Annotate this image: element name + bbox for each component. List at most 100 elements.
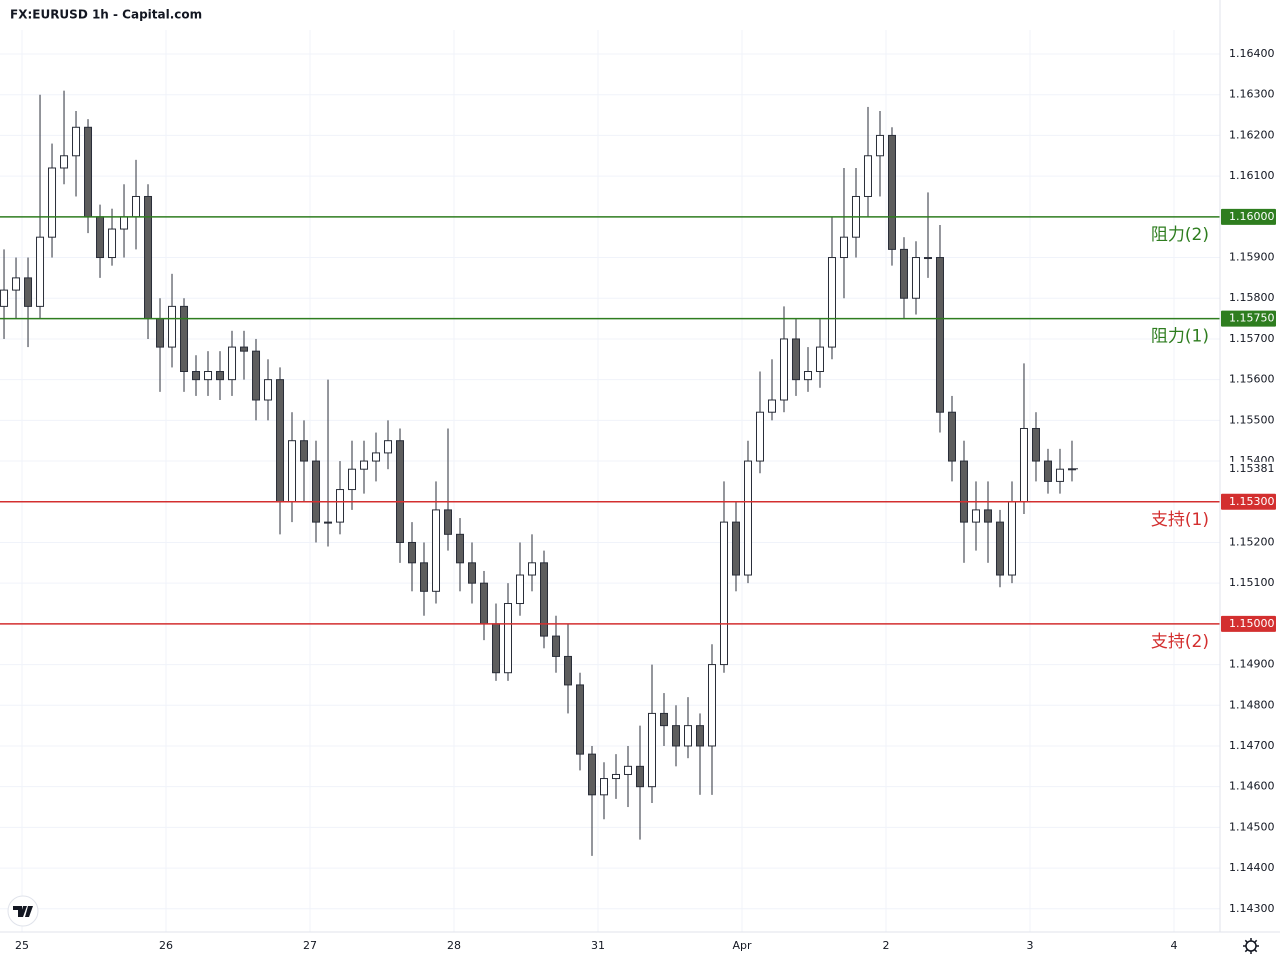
candle-body xyxy=(12,277,21,291)
level-name: 阻力(2) xyxy=(1151,225,1209,245)
x-tick-label: 28 xyxy=(447,939,461,952)
candle-body xyxy=(983,509,992,523)
y-tick-label: 1.15500 xyxy=(1229,413,1275,426)
candle-body xyxy=(240,346,249,352)
level-tag-label: 1.15000 xyxy=(1229,617,1275,630)
candle-body xyxy=(516,574,525,605)
level-name: 支持(1) xyxy=(1151,510,1209,530)
candle-body xyxy=(156,318,165,348)
candle-body xyxy=(480,582,489,625)
y-tick-label: 1.14400 xyxy=(1229,861,1275,874)
y-tick-label: 1.15200 xyxy=(1229,535,1275,548)
y-tick-label: 1.16400 xyxy=(1229,47,1275,60)
level-tag-label: 1.16000 xyxy=(1229,210,1275,223)
x-tick-label: 25 xyxy=(15,939,29,952)
candle-body xyxy=(767,399,776,413)
candle-body xyxy=(887,134,896,250)
candle-body xyxy=(623,765,632,775)
candle-body xyxy=(1007,501,1016,576)
candle-body xyxy=(647,712,656,788)
candle-body xyxy=(180,305,189,373)
candle-body xyxy=(216,371,225,381)
candle-body xyxy=(959,460,968,523)
candle-body xyxy=(1055,468,1064,482)
x-tick-label: 2 xyxy=(882,939,889,952)
candle-body xyxy=(528,562,537,576)
candle-body xyxy=(468,562,477,584)
candle-body xyxy=(588,753,597,796)
candle-body xyxy=(372,452,381,462)
y-tick-label: 1.15600 xyxy=(1229,373,1275,386)
y-tick-label: 1.15900 xyxy=(1229,251,1275,264)
candle-body xyxy=(947,411,956,462)
candle-body xyxy=(755,411,764,462)
candle-body xyxy=(24,277,33,307)
candle-body xyxy=(396,440,405,543)
x-tick-label: 3 xyxy=(1026,939,1033,952)
candle-body xyxy=(336,489,345,523)
settings-icon[interactable] xyxy=(1243,938,1259,954)
candle-body xyxy=(132,195,141,218)
candle-body xyxy=(779,338,788,401)
candle-body xyxy=(456,533,465,564)
candle-body xyxy=(576,684,585,755)
candle-body xyxy=(839,236,848,259)
y-tick-label: 1.14500 xyxy=(1229,820,1275,833)
candle-body xyxy=(252,350,261,401)
candle-body xyxy=(312,460,321,523)
chart-title: FX:EURUSD 1h - Capital.com xyxy=(10,8,202,22)
y-tick-label: 1.16100 xyxy=(1229,169,1275,182)
y-tick-label: 1.15700 xyxy=(1229,332,1275,345)
candle-body xyxy=(971,509,980,523)
y-tick-label: 1.14300 xyxy=(1229,902,1275,915)
y-tick-label: 1.15800 xyxy=(1229,291,1275,304)
y-tick-label: 1.16200 xyxy=(1229,128,1275,141)
candle-body xyxy=(827,257,836,348)
candle-body xyxy=(444,509,453,535)
candle-body xyxy=(204,371,213,381)
candle-body xyxy=(731,521,740,576)
candle-body xyxy=(899,248,908,299)
candle-body xyxy=(360,460,369,470)
candle-body xyxy=(288,440,297,503)
candle-body xyxy=(707,664,716,747)
candle-body xyxy=(228,346,237,381)
candle-body xyxy=(863,155,872,197)
x-tick-label: 26 xyxy=(159,939,173,952)
candle-body xyxy=(504,603,513,674)
level-tag xyxy=(1221,615,1276,632)
candle-body xyxy=(1019,427,1028,503)
candle-body xyxy=(911,257,920,299)
candle-body xyxy=(0,289,9,307)
x-tick-label: 4 xyxy=(1170,939,1177,952)
candle-body xyxy=(48,167,57,238)
candle-body xyxy=(300,440,309,462)
y-tick-label: 1.14700 xyxy=(1229,739,1275,752)
candle-body xyxy=(719,521,728,666)
candle-body xyxy=(384,440,393,454)
candle-body xyxy=(324,521,333,524)
candle-body xyxy=(348,468,357,491)
candle-body xyxy=(564,655,573,686)
candle-body xyxy=(120,216,129,230)
candle-body xyxy=(695,725,704,747)
candle-body xyxy=(108,228,117,259)
candle-body xyxy=(659,712,668,727)
y-tick-label: 1.14900 xyxy=(1229,658,1275,671)
level-tag-label: 1.15300 xyxy=(1229,495,1275,508)
candle-body xyxy=(264,379,273,401)
plot xyxy=(0,90,1220,856)
level-tag xyxy=(1221,493,1276,510)
last-price-tag xyxy=(1222,461,1275,476)
last-price-label: 1.15381 xyxy=(1229,462,1275,475)
y-tick-label: 1.15100 xyxy=(1229,576,1275,589)
candle-body xyxy=(803,371,812,381)
x-tick-label: Apr xyxy=(732,939,752,952)
level-tag-label: 1.15750 xyxy=(1229,312,1275,325)
candle-body xyxy=(600,778,609,796)
candle-body xyxy=(72,126,81,157)
candle-body xyxy=(84,126,93,218)
candle-body xyxy=(540,562,549,637)
candle-body xyxy=(420,562,429,592)
candle-body xyxy=(192,371,201,381)
